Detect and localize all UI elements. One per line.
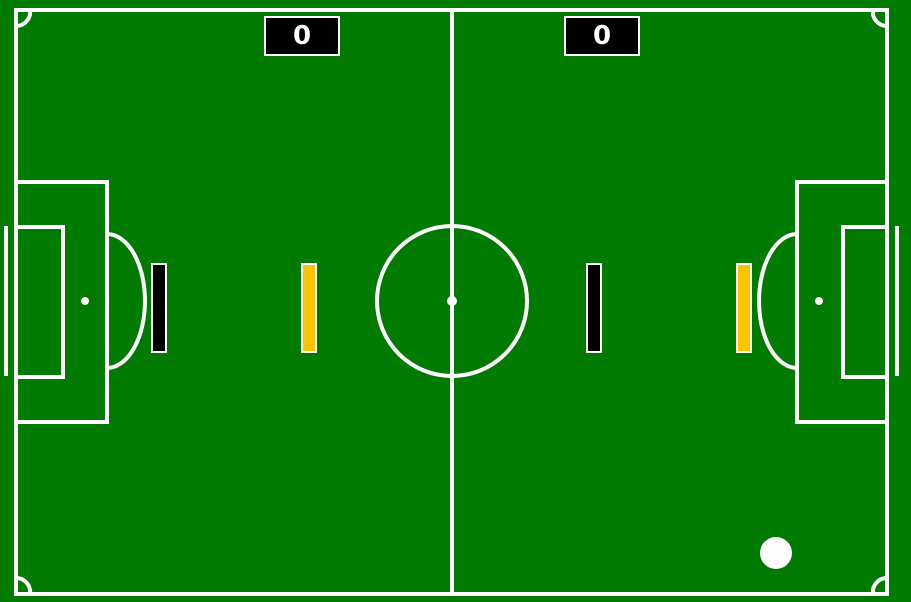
right-yellow-paddle[interactable]: [736, 263, 752, 353]
left-goal-area: [16, 225, 65, 379]
left-penalty-spot: [81, 297, 89, 305]
right-goal-area: [841, 225, 887, 379]
corner-arc-top-right: [870, 9, 888, 29]
left-penalty-area: [16, 180, 109, 424]
right-score: 0: [564, 16, 640, 56]
ball: [760, 537, 792, 569]
corner-arc-bottom-right: [870, 575, 888, 595]
corner-arc-bottom-left: [15, 575, 33, 595]
right-penalty-arc: [757, 232, 798, 370]
center-spot: [447, 296, 457, 306]
right-black-paddle[interactable]: [586, 263, 602, 353]
right-penalty-spot: [815, 297, 823, 305]
center-circle: [375, 224, 529, 378]
right-penalty-area: [795, 180, 887, 424]
left-score: 0: [264, 16, 340, 56]
corner-arc-top-left: [15, 9, 33, 29]
left-black-paddle[interactable]: [151, 263, 167, 353]
left-penalty-arc: [106, 232, 147, 370]
left-yellow-paddle[interactable]: [301, 263, 317, 353]
